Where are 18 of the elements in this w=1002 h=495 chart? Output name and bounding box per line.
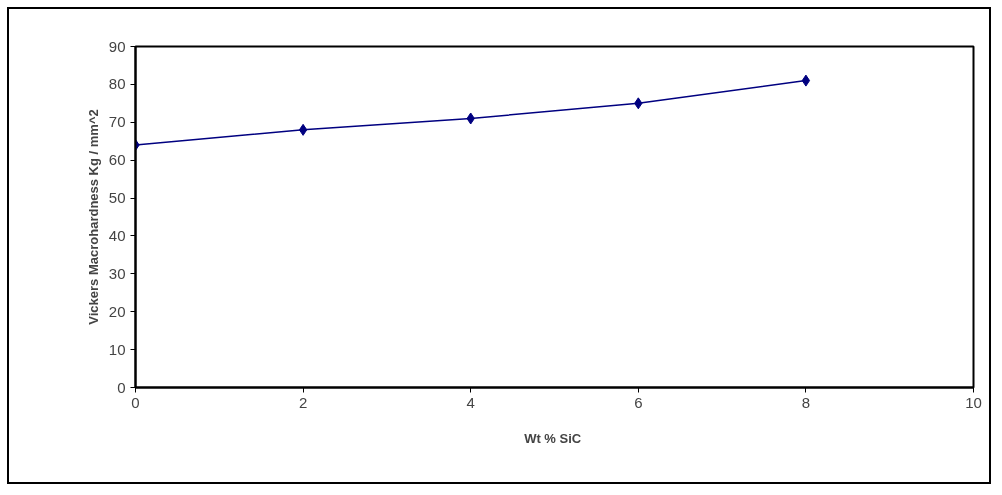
y-tick-label: 80 [108,75,126,93]
y-tick-label: 10 [108,340,126,358]
x-tick-label: 0 [131,393,140,411]
y-tick-label: 20 [108,302,126,320]
y-tick-label: 50 [108,189,126,207]
x-axis-title: Wt % SiC [524,430,582,446]
x-tick-label: 10 [965,393,982,411]
y-tick-label: 90 [108,37,126,55]
x-tick-label: 2 [298,393,308,411]
y-tick-label: 30 [108,264,126,282]
y-axis-title: Vickers Macrohardness Kg / mm^2 [85,109,101,325]
x-tick-label: 4 [466,393,475,411]
y-tick-label: 0 [117,378,126,396]
x-tick-label: 6 [634,393,643,411]
y-tick-label: 40 [108,226,126,244]
y-tick-label: 70 [108,113,126,131]
y-tick-label: 60 [108,151,126,169]
x-tick-label: 8 [801,393,811,411]
